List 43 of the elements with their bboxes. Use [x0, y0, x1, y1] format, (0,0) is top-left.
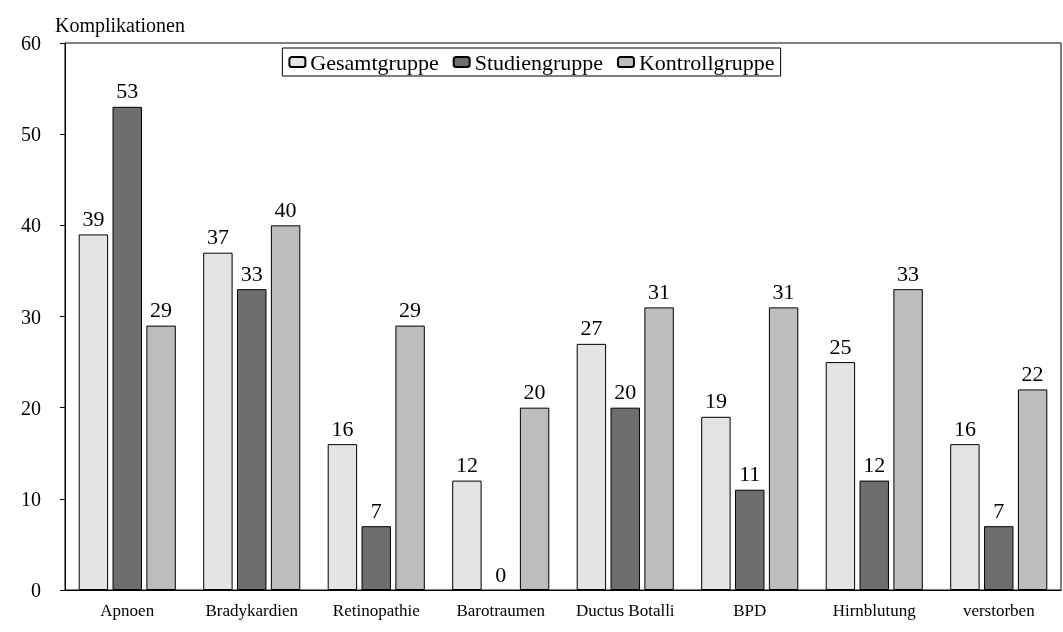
x-tick-label: Retinopathie — [332, 601, 420, 620]
y-tick-label: 0 — [31, 579, 41, 601]
data-label: 11 — [739, 461, 761, 487]
data-label: 29 — [150, 297, 173, 323]
x-tick-label: BPD — [733, 601, 767, 620]
data-label: 7 — [370, 497, 382, 523]
data-label: 0 — [495, 561, 507, 587]
x-tick-label: verstorben — [962, 601, 1036, 620]
y-tick-label: 20 — [21, 396, 41, 419]
data-label: 29 — [399, 297, 422, 323]
x-tick-label: Hirnblutung — [832, 601, 917, 620]
data-label: 22 — [1021, 360, 1044, 386]
x-tick-label: Apnoen — [100, 601, 155, 620]
data-label: 27 — [580, 315, 603, 341]
data-label: 33 — [240, 260, 263, 286]
x-tick-label: Barotraumen — [456, 601, 546, 620]
data-label: 7 — [993, 497, 1005, 523]
data-label: 20 — [523, 379, 546, 405]
data-label: 37 — [206, 224, 229, 250]
data-label: 12 — [455, 452, 478, 478]
data-label: 25 — [829, 333, 852, 359]
data-label: 19 — [704, 388, 727, 414]
data-label: 31 — [648, 278, 671, 304]
legend-label: Studiengruppe — [474, 49, 603, 75]
data-label: 31 — [772, 278, 795, 304]
data-label: 40 — [274, 196, 297, 222]
data-label: 33 — [897, 260, 920, 286]
y-tick-label: 40 — [21, 214, 41, 237]
x-tick-label: Bradykardien — [205, 601, 299, 620]
y-tick-label: 60 — [21, 32, 41, 54]
y-tick-label: 30 — [21, 305, 41, 328]
y-tick-label: 50 — [21, 123, 41, 146]
data-label: 39 — [82, 205, 105, 231]
data-label: 16 — [331, 415, 354, 441]
y-tick-label: 10 — [21, 487, 41, 510]
data-label: 53 — [116, 78, 139, 104]
x-tick-label: Ductus Botalli — [575, 601, 675, 620]
data-label: 16 — [953, 415, 976, 441]
y-axis-title: Komplikationen — [55, 14, 185, 37]
legend-label: Kontrollgruppe — [638, 49, 775, 75]
data-label: 20 — [614, 379, 637, 405]
data-label: 12 — [863, 452, 886, 478]
legend-label: Gesamtgruppe — [310, 49, 439, 75]
